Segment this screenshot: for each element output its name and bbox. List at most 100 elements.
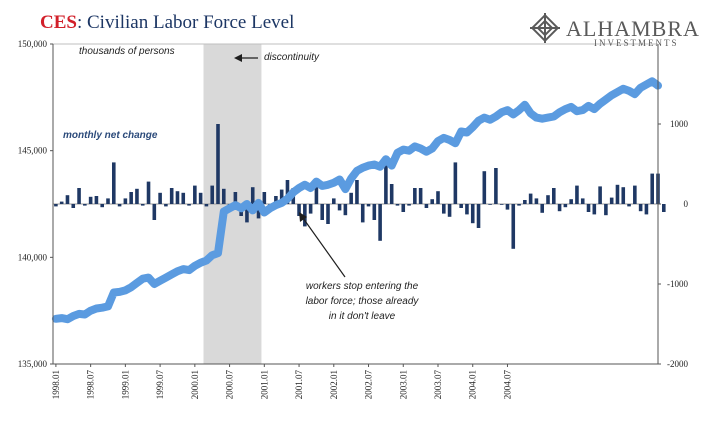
bar [366,204,371,207]
right-tick-label: -2000 [667,359,688,369]
bar [395,204,400,206]
bar [592,204,597,215]
workers-annotation-line-1: workers stop entering the [305,281,419,292]
bar [152,204,157,220]
bar [604,204,608,216]
bar [233,192,238,204]
bar [94,196,99,204]
bar [534,198,539,204]
workers-annotation-line-2: labor force; those already [305,296,419,307]
bar [146,181,151,204]
annotation-arrows [234,54,346,278]
bar [308,204,313,214]
logo-name: ALHAMBRA [566,16,700,41]
bar [54,204,58,207]
bar [303,204,307,227]
x-tick-label: 1999.07 [155,370,165,400]
x-tick-label: 2004.07 [502,370,512,400]
tick-labels: 150,000 145,000 140,000 135,000 1000 0 -1000 -2… [18,39,689,399]
alhambra-logo-icon [530,13,560,43]
right-tick-label: 1000 [670,119,689,129]
bar [169,188,174,204]
x-tick-label: 2004.01 [468,370,478,399]
bar [360,204,365,223]
chart-title: CES: Civilian Labor Force Level [40,12,294,34]
bar [551,188,556,204]
bar [580,198,585,204]
workers-arrowhead [299,212,307,222]
x-tick-label: 2001.07 [294,370,304,400]
bar [355,180,359,204]
x-tick-label: 2000.01 [190,370,200,399]
x-tick-label: 1998.01 [51,370,61,399]
bar [210,185,215,204]
bar [378,204,382,241]
bar [59,201,64,204]
bar [436,191,440,204]
bar [557,204,562,212]
workers-annotation: workers stop entering the labor force; t… [292,279,432,324]
units-note: thousands of persons [79,46,175,57]
bar [181,192,186,204]
bar [77,188,81,204]
discontinuity-label: discontinuity [264,52,320,63]
bar [285,180,290,204]
bar [204,204,209,207]
net-change-bars [54,124,666,249]
bar [413,188,417,204]
bar [349,192,353,204]
bar [569,199,573,204]
bar [256,204,261,219]
x-tick-label: 2001.01 [259,370,269,399]
bar [88,196,93,204]
bar [65,195,70,204]
bar [494,168,498,204]
x-tick-label: 2002.01 [329,370,339,399]
left-tick-label: 145,000 [18,146,48,156]
bar [384,162,388,204]
bar [140,204,145,206]
bar [187,204,191,206]
bar [575,185,579,204]
x-tick-label: 2002.07 [364,370,374,400]
bar [644,204,649,215]
bar [262,192,267,204]
bar [297,204,301,216]
bar [83,204,87,206]
title-prefix: CES [40,12,77,33]
labor-force-line [51,77,662,324]
bar [609,197,614,204]
bar [615,184,620,204]
bar [158,192,162,204]
bar [250,187,255,204]
x-tick-label: 1998.07 [86,370,96,400]
x-tick-label: 1999.01 [120,370,130,399]
bar [274,196,278,204]
bar [528,193,533,204]
bar [175,191,180,204]
bar [586,204,591,212]
title-rest: : Civilian Labor Force Level [76,12,295,33]
bar [100,204,105,208]
right-tick-label: 0 [684,199,689,209]
left-tick-label: 150,000 [18,39,48,49]
workers-arrow [302,217,346,278]
left-tick-label: 135,000 [18,359,48,369]
bar [453,162,458,204]
bar [331,198,336,204]
bar [343,204,348,216]
bar [563,204,568,208]
bar [314,187,319,204]
bar [198,192,203,204]
right-tick-label: -1000 [667,279,688,289]
workers-annotation-line-3: in it don't leave [328,311,396,322]
bar [326,204,330,224]
bar [372,204,377,220]
bar [459,204,463,208]
bar [216,124,220,204]
bar [401,204,406,212]
bar [441,204,446,214]
bar [523,200,527,204]
bar [499,204,504,205]
